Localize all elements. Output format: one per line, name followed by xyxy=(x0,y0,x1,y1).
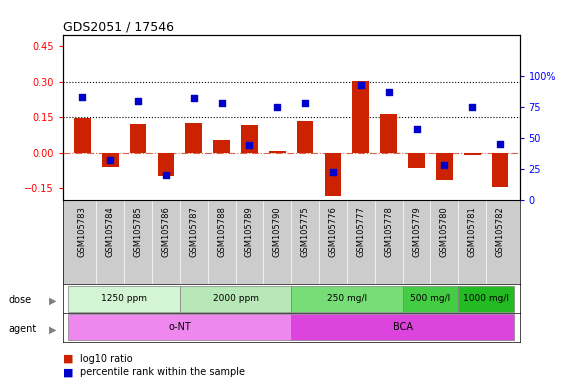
Text: GSM105789: GSM105789 xyxy=(245,207,254,257)
Bar xyxy=(492,152,508,187)
Bar xyxy=(459,286,514,311)
Point xyxy=(412,126,421,132)
Point xyxy=(384,89,393,95)
Bar xyxy=(408,152,425,168)
Text: 1000 mg/l: 1000 mg/l xyxy=(463,294,509,303)
Bar xyxy=(291,286,403,311)
Point xyxy=(300,100,309,106)
Text: GSM105787: GSM105787 xyxy=(189,207,198,257)
Text: agent: agent xyxy=(9,324,37,334)
Point xyxy=(440,162,449,168)
Bar xyxy=(291,314,514,340)
Text: GSM105784: GSM105784 xyxy=(106,207,115,257)
Text: GSM105786: GSM105786 xyxy=(162,207,170,257)
Point xyxy=(273,104,282,110)
Point xyxy=(134,98,143,104)
Text: BCA: BCA xyxy=(393,322,413,333)
Text: GSM105785: GSM105785 xyxy=(134,207,143,257)
Text: dose: dose xyxy=(9,295,31,306)
Text: GSM105778: GSM105778 xyxy=(384,207,393,257)
Point xyxy=(496,141,505,147)
Bar xyxy=(69,286,180,311)
Text: GSM105776: GSM105776 xyxy=(328,207,337,257)
Point xyxy=(161,172,170,178)
Text: o-NT: o-NT xyxy=(168,322,191,333)
Text: ■: ■ xyxy=(63,354,73,364)
Text: 500 mg/l: 500 mg/l xyxy=(411,294,451,303)
Text: GSM105781: GSM105781 xyxy=(468,207,477,257)
Point xyxy=(217,100,226,106)
Bar xyxy=(269,151,286,152)
Text: GSM105780: GSM105780 xyxy=(440,207,449,257)
Bar xyxy=(158,152,174,176)
Bar xyxy=(352,81,369,152)
Bar xyxy=(403,286,459,311)
Point xyxy=(468,104,477,110)
Text: GSM105788: GSM105788 xyxy=(217,207,226,257)
Text: GSM105779: GSM105779 xyxy=(412,207,421,257)
Text: GSM105777: GSM105777 xyxy=(356,207,365,257)
Point xyxy=(356,81,365,88)
Bar xyxy=(102,152,119,167)
Text: GSM105782: GSM105782 xyxy=(496,207,505,257)
Bar xyxy=(69,314,291,340)
Point xyxy=(78,94,87,100)
Bar xyxy=(436,152,453,180)
Text: percentile rank within the sample: percentile rank within the sample xyxy=(80,367,245,377)
Bar xyxy=(241,125,258,152)
Bar xyxy=(464,152,481,155)
Point xyxy=(328,169,337,175)
Bar xyxy=(380,114,397,152)
Text: GSM105783: GSM105783 xyxy=(78,207,87,257)
Text: ▶: ▶ xyxy=(49,295,56,306)
Text: ■: ■ xyxy=(63,367,73,377)
Text: 250 mg/l: 250 mg/l xyxy=(327,294,367,303)
Point xyxy=(189,95,198,101)
Text: GDS2051 / 17546: GDS2051 / 17546 xyxy=(63,20,174,33)
Bar xyxy=(74,118,91,152)
Text: 1250 ppm: 1250 ppm xyxy=(101,294,147,303)
Point xyxy=(106,157,115,163)
Bar xyxy=(180,286,291,311)
Bar xyxy=(213,139,230,152)
Text: log10 ratio: log10 ratio xyxy=(80,354,132,364)
Text: 2000 ppm: 2000 ppm xyxy=(212,294,259,303)
Bar xyxy=(297,121,313,152)
Text: ▶: ▶ xyxy=(49,324,56,334)
Point xyxy=(245,142,254,148)
Text: GSM105790: GSM105790 xyxy=(273,207,282,257)
Bar xyxy=(186,123,202,152)
Bar xyxy=(130,124,146,152)
Bar xyxy=(325,152,341,196)
Text: GSM105775: GSM105775 xyxy=(301,207,309,257)
